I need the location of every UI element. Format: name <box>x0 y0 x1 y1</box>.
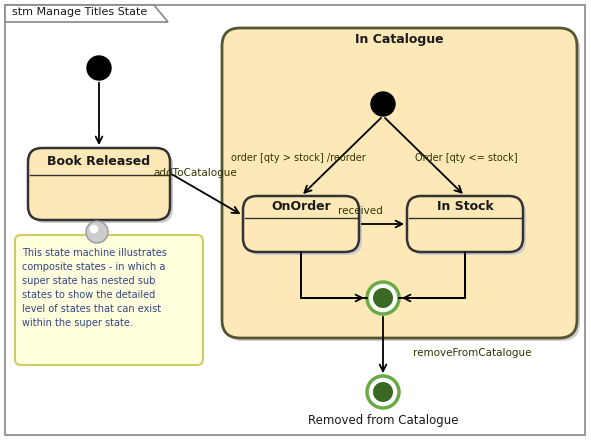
Text: received: received <box>337 206 382 216</box>
FancyBboxPatch shape <box>246 199 362 255</box>
FancyBboxPatch shape <box>31 151 173 223</box>
Circle shape <box>90 224 98 233</box>
Text: Order [qty <= stock]: Order [qty <= stock] <box>415 153 517 163</box>
Text: This state machine illustrates
composite states - in which a
super state has nes: This state machine illustrates composite… <box>22 248 167 328</box>
Circle shape <box>371 92 395 116</box>
FancyBboxPatch shape <box>407 196 523 252</box>
Circle shape <box>86 221 108 243</box>
Text: Removed from Catalogue: Removed from Catalogue <box>308 414 458 427</box>
Circle shape <box>87 56 111 80</box>
FancyBboxPatch shape <box>28 148 170 220</box>
Circle shape <box>373 382 393 402</box>
Circle shape <box>367 376 399 408</box>
Text: Book Released: Book Released <box>47 155 151 168</box>
Text: OnOrder: OnOrder <box>271 201 331 213</box>
Text: removeFromCatalogue: removeFromCatalogue <box>413 348 531 358</box>
Polygon shape <box>5 5 168 22</box>
Text: addToCatalogue: addToCatalogue <box>153 168 237 178</box>
Text: In Stock: In Stock <box>437 201 493 213</box>
FancyBboxPatch shape <box>225 31 580 341</box>
FancyBboxPatch shape <box>222 28 577 338</box>
FancyBboxPatch shape <box>243 196 359 252</box>
Circle shape <box>367 282 399 314</box>
Circle shape <box>373 288 393 308</box>
Text: order [qty > stock] /reorder: order [qty > stock] /reorder <box>230 153 365 163</box>
Text: In Catalogue: In Catalogue <box>355 33 444 46</box>
Text: stm Manage Titles State: stm Manage Titles State <box>12 7 147 17</box>
FancyBboxPatch shape <box>15 235 203 365</box>
FancyBboxPatch shape <box>410 199 526 255</box>
